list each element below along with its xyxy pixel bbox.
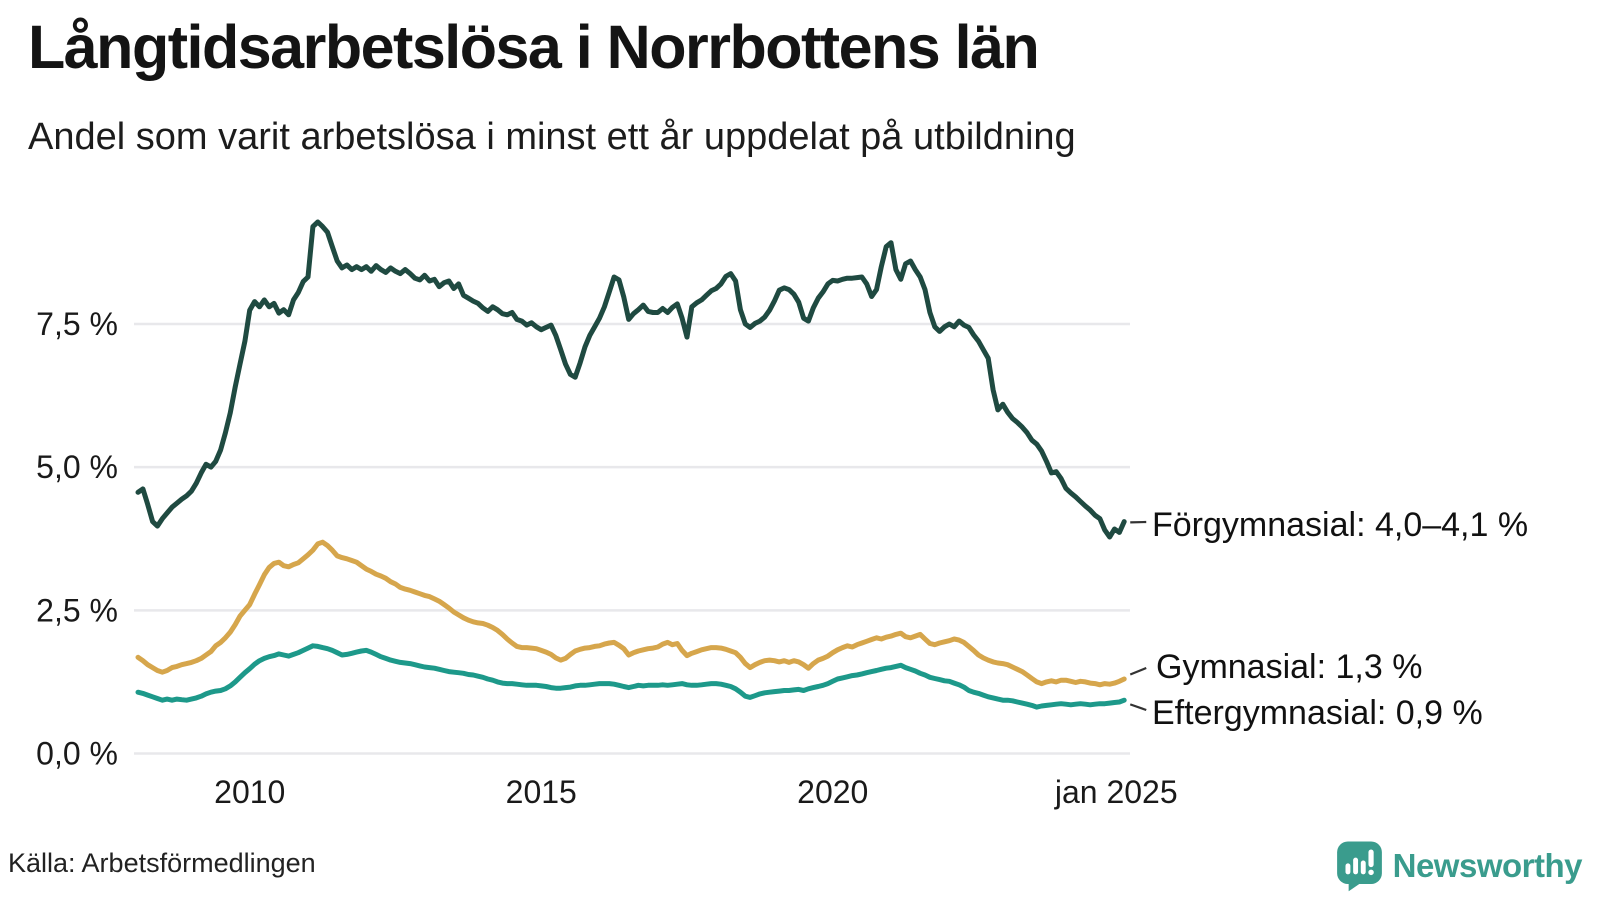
- end-label-connector: [1129, 666, 1147, 676]
- x-tick-label: 2010: [214, 774, 285, 810]
- x-axis-labels: 2010 2015 2020 jan 2025: [214, 774, 1177, 810]
- x-tick-label: 2015: [506, 774, 577, 810]
- x-tick-label: jan 2025: [1054, 774, 1178, 810]
- newsworthy-icon: [1336, 841, 1382, 892]
- page-subtitle: Andel som varit arbetslösa i minst ett å…: [28, 116, 1076, 158]
- series-end-label: Eftergymnasial: 0,9 %: [1152, 694, 1483, 732]
- y-tick-label: 0,0 %: [36, 736, 118, 772]
- page-title: Långtidsarbetslösa i Norrbottens län: [28, 13, 1040, 81]
- y-tick-label: 2,5 %: [36, 592, 118, 628]
- series-lines: [135, 219, 1127, 710]
- series-end-label: Gymnasial: 1,3 %: [1156, 648, 1422, 686]
- series-line-eftergymnasial: [135, 643, 1127, 710]
- y-tick-label: 7,5 %: [36, 306, 118, 342]
- series-end-label: Förgymnasial: 4,0–4,1 %: [1152, 506, 1528, 544]
- brand-logo: Newsworthy: [1336, 840, 1583, 892]
- x-tick-label: 2020: [797, 774, 868, 810]
- end-label-connectors: [1129, 520, 1147, 712]
- end-label-connector: [1129, 703, 1147, 712]
- source-note: Källa: Arbetsförmedlingen: [8, 848, 316, 878]
- series-end-labels: Förgymnasial: 4,0–4,1 % Gymnasial: 1,3 % E…: [1152, 506, 1528, 732]
- brand-name: Newsworthy: [1392, 847, 1583, 884]
- y-tick-label: 5,0 %: [36, 449, 118, 485]
- y-axis-labels: 0,0 % 2,5 % 5,0 % 7,5 %: [36, 306, 118, 772]
- series-line-forgymnasial: [135, 219, 1127, 540]
- series-line-gymnasial: [135, 539, 1127, 688]
